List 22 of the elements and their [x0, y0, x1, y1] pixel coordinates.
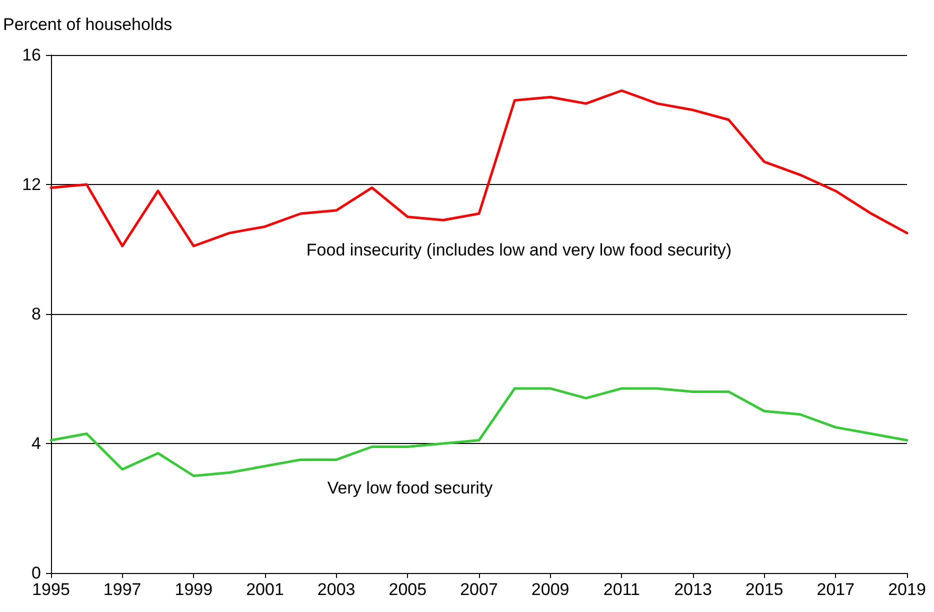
x-tick-label: 2013: [674, 580, 712, 599]
x-tick-label: 1995: [32, 580, 70, 599]
line-series: [50, 387, 908, 478]
y-tick-label: 4: [32, 434, 41, 453]
x-tick-label: 1997: [103, 580, 142, 599]
y-tick-label: 12: [22, 175, 41, 194]
y-tick-label: 16: [22, 46, 41, 64]
x-tick-label: 2011: [603, 580, 640, 599]
x-tick-label: 1999: [174, 580, 213, 599]
y-axis-title: Percent of households: [3, 15, 172, 34]
x-tick-label: 2003: [317, 580, 356, 599]
y-tick-label: 8: [32, 304, 41, 324]
annotation: Very low food security: [327, 478, 494, 498]
x-tick-label: 2007: [460, 580, 498, 599]
x-tick-label: 2009: [531, 580, 570, 599]
y-tick-label: 0: [32, 564, 41, 582]
x-tick-label: 2015: [745, 580, 784, 599]
x-tick-label: 2017: [816, 580, 855, 599]
annotation: Food insecurity (includes low and very low food security): [306, 240, 732, 260]
x-tick-label: 2019: [888, 580, 926, 599]
x-tick-label: 2001: [246, 580, 284, 599]
x-tick-label: 2005: [388, 580, 427, 599]
